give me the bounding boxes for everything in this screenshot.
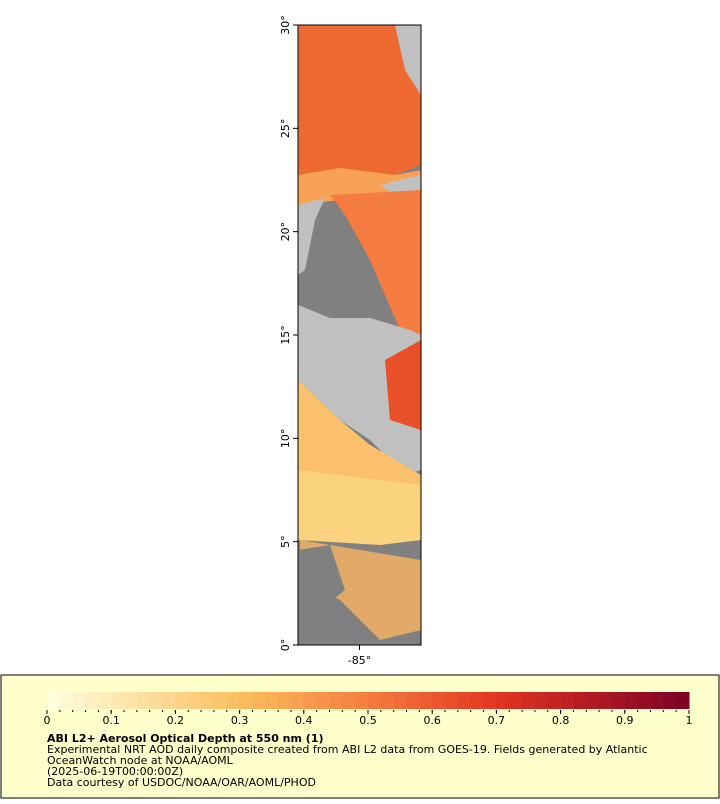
colorbar-segment — [380, 692, 395, 709]
colorbar-segment — [149, 692, 164, 709]
colorbar-segment — [290, 692, 305, 709]
colorbar-tick-label: 0.8 — [552, 714, 570, 727]
colorbar-segment — [496, 692, 510, 709]
colorbar-tick-label: 0.9 — [616, 714, 634, 727]
colorbar-segment — [445, 692, 459, 709]
colorbar-segment — [175, 692, 189, 709]
colorbar-segment — [419, 692, 433, 709]
colorbar-segment — [188, 692, 202, 709]
colorbar-tick-label: 0.3 — [231, 714, 249, 727]
colorbar-segment — [303, 692, 318, 709]
colorbar-segment — [201, 692, 215, 709]
colorbar-tick-label: 0.1 — [102, 714, 120, 727]
colorbar-segment — [624, 692, 639, 709]
lat-tick-label: 20° — [279, 222, 292, 242]
colorbar-segment — [676, 692, 690, 709]
colorbar-tick-label: 0.4 — [295, 714, 313, 727]
colorbar-tick-label: 0.5 — [359, 714, 377, 727]
colorbar-tick-label: 0.2 — [167, 714, 185, 727]
colorbar-tick-label: 0 — [44, 714, 51, 727]
colorbar-segment — [316, 692, 330, 709]
legend-line: Data courtesy of USDOC/NOAA/OAR/AOML/PHO… — [47, 776, 316, 789]
colorbar-segment — [98, 692, 112, 709]
legend-line: (2025-06-19T00:00:00Z) — [47, 765, 183, 778]
lon-tick-label: -85° — [348, 654, 371, 667]
colorbar-segment — [573, 692, 587, 709]
colorbar-segment — [470, 692, 485, 709]
colorbar-tick-label: 1 — [686, 714, 693, 727]
lat-tick-label: 10° — [279, 429, 292, 449]
colorbar-segment — [393, 692, 408, 709]
lat-tick-label: 5° — [279, 535, 292, 548]
colorbar-segment — [265, 692, 279, 709]
colorbar-segment — [329, 692, 343, 709]
colorbar-segment — [663, 692, 677, 709]
colorbar-segment — [213, 692, 228, 709]
colorbar-segment — [432, 692, 446, 709]
colorbar-segment — [586, 692, 600, 709]
colorbar-segment — [111, 692, 125, 709]
lat-tick-label: 30° — [279, 15, 292, 35]
colorbar-segment — [637, 692, 651, 709]
colorbar-tick-label: 0.6 — [423, 714, 441, 727]
colorbar-segment — [457, 692, 472, 709]
lat-tick-label: 0° — [279, 639, 292, 652]
map-image — [298, 25, 421, 645]
colorbar-segment — [342, 692, 356, 709]
colorbar-segment — [368, 692, 382, 709]
colorbar-segment — [599, 692, 613, 709]
lat-tick-label: 25° — [279, 119, 292, 139]
colorbar-segment — [136, 692, 151, 709]
colorbar-segment — [124, 692, 138, 709]
legend-line: Experimental NRT AOD daily composite cre… — [47, 743, 648, 756]
colorbar-segment — [522, 692, 536, 709]
legend-title: ABI L2+ Aerosol Optical Depth at 550 nm … — [47, 732, 324, 745]
colorbar-segment — [560, 692, 574, 709]
colorbar-segment — [355, 692, 369, 709]
colorbar-segment — [483, 692, 497, 709]
colorbar-segment — [72, 692, 87, 709]
colorbar-segment — [239, 692, 253, 709]
colorbar-segment — [509, 692, 523, 709]
colorbar-segment — [611, 692, 626, 709]
colorbar-segment — [162, 692, 176, 709]
colorbar-segment — [547, 692, 562, 709]
colorbar-segment — [85, 692, 99, 709]
colorbar-segment — [59, 692, 74, 709]
colorbar-segment — [278, 692, 292, 709]
colorbar-segment — [252, 692, 266, 709]
colorbar-segment — [534, 692, 549, 709]
colorbar-tick-label: 0.7 — [488, 714, 506, 727]
lat-tick-label: 15° — [279, 325, 292, 345]
colorbar-segment — [406, 692, 420, 709]
colorbar-segment — [650, 692, 664, 709]
legend-line: OceanWatch node at NOAA/AOML — [47, 754, 234, 767]
colorbar-segment — [226, 692, 241, 709]
colorbar-segment — [47, 692, 61, 709]
